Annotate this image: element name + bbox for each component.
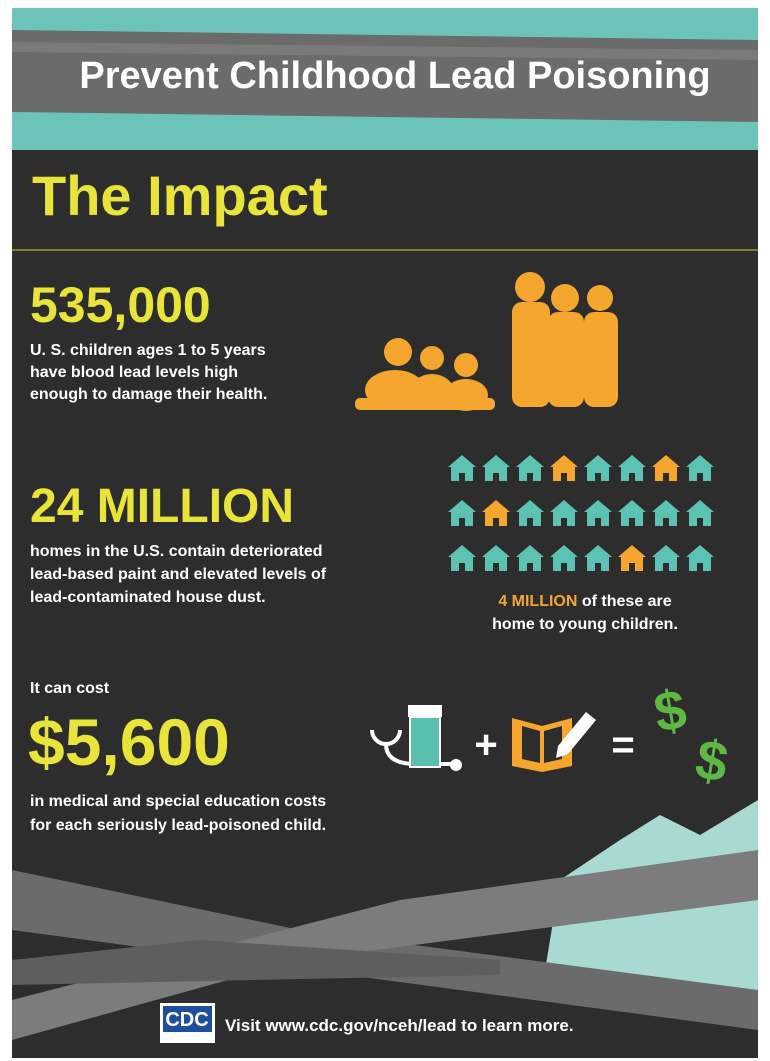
stat-text: have blood lead levels high — [30, 364, 238, 381]
stat-text: homes in the U.S. contain deteriorated — [30, 543, 323, 560]
note: 4 MILLION of these are — [498, 593, 671, 610]
section-heading: The Impact — [32, 164, 328, 227]
stat-text: for each seriously lead-poisoned child. — [30, 817, 326, 834]
stat-number: 24 MILLION — [30, 480, 294, 533]
note-highlight: 4 MILLION — [498, 593, 577, 610]
stat-number: $5,600 — [28, 705, 230, 779]
stat-text: U. S. children ages 1 to 5 years — [30, 342, 266, 359]
infographic: Prevent Childhood Lead Poisoning The Imp… — [0, 0, 770, 1061]
stat-text: lead-contaminated house dust. — [30, 589, 266, 606]
plus: + — [474, 723, 497, 767]
stat-text: enough to damage their health. — [30, 386, 267, 403]
stat-intro: It can cost — [30, 680, 110, 697]
equals: = — [611, 723, 634, 767]
note: home to young children. — [492, 616, 678, 633]
stat-text: in medical and special education costs — [30, 793, 326, 810]
stat-text: lead-based paint and elevated levels of — [30, 566, 327, 583]
stat-number: 535,000 — [30, 277, 211, 333]
logo-text: CDC — [165, 1009, 208, 1031]
title: Prevent Childhood Lead Poisoning — [79, 55, 710, 97]
page: {"header":{"title":"Prevent Childhood Le… — [0, 0, 770, 1061]
note-text: of these are — [577, 593, 671, 610]
footer-text: Visit www.cdc.gov/nceh/lead to learn mor… — [225, 1016, 574, 1035]
